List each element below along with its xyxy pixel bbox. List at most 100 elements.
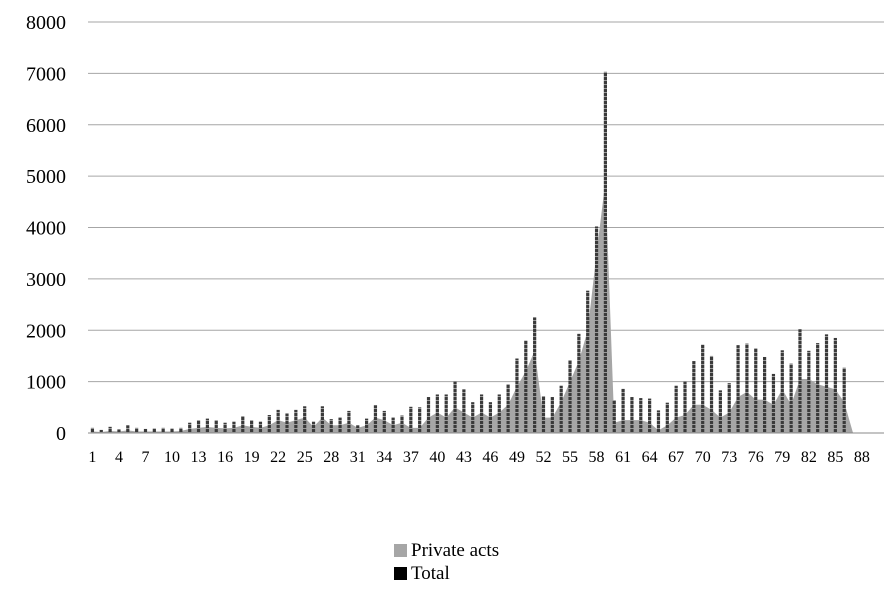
bar-total xyxy=(426,397,431,433)
x-tick-label: 34 xyxy=(376,449,392,466)
x-tick-label: 79 xyxy=(774,449,790,466)
x-tick-label: 22 xyxy=(270,449,286,466)
y-tick-label: 8000 xyxy=(26,12,66,34)
bar-series-layer xyxy=(90,71,846,434)
bar-total xyxy=(718,390,722,433)
bar-total xyxy=(117,429,121,433)
legend-item-total: Total xyxy=(394,562,499,585)
gridlines xyxy=(88,21,884,383)
bar-total xyxy=(692,361,696,433)
x-tick-label: 4 xyxy=(115,449,123,466)
bar-total xyxy=(108,426,112,433)
bar-total xyxy=(250,420,254,433)
x-tick-label: 19 xyxy=(244,449,260,466)
x-tick-label: 37 xyxy=(403,449,419,466)
bar-total xyxy=(338,417,342,433)
bar-total xyxy=(90,427,95,433)
y-tick-label: 3000 xyxy=(26,269,66,291)
x-tick-label: 73 xyxy=(721,449,737,466)
y-tick-label: 6000 xyxy=(26,115,66,137)
x-tick-label: 85 xyxy=(827,449,843,466)
bar-total xyxy=(603,71,607,434)
bar-total xyxy=(674,385,678,433)
bar-total xyxy=(515,358,519,433)
bar-total xyxy=(612,400,616,433)
x-tick-label: 88 xyxy=(854,449,870,466)
bar-total xyxy=(807,350,811,433)
bar-total xyxy=(347,410,351,433)
y-tick-label: 0 xyxy=(56,423,66,445)
bar-total xyxy=(621,388,625,433)
bar-total xyxy=(559,385,563,433)
bar-total xyxy=(409,406,413,433)
bar-total xyxy=(754,348,758,433)
bar-total xyxy=(382,410,386,433)
x-tick-label: 61 xyxy=(615,449,631,466)
bar-total xyxy=(188,422,192,433)
bar-total xyxy=(258,421,263,433)
y-tick-label: 4000 xyxy=(26,218,66,240)
bar-total xyxy=(214,420,218,433)
bar-total xyxy=(453,381,457,433)
bar-total xyxy=(479,394,484,433)
bar-total xyxy=(143,428,148,433)
axis-layer: 0 1000 2000 3000 4000 5000 6000 7000 8000 1 4 7 10 13… xyxy=(26,12,884,466)
x-tick-label: 46 xyxy=(482,449,498,466)
bar-total xyxy=(727,383,731,433)
x-tick-label: 7 xyxy=(141,449,149,466)
bar-total xyxy=(683,381,687,433)
bar-total xyxy=(577,333,581,433)
x-tick-label: 1 xyxy=(88,449,96,466)
legend-item-private-acts: Private acts xyxy=(394,539,499,562)
bar-total xyxy=(780,350,784,433)
x-tick-label: 28 xyxy=(323,449,339,466)
x-tick-label: 58 xyxy=(589,449,605,466)
bar-total xyxy=(506,384,510,433)
bar-total xyxy=(311,421,316,433)
y-tick-label: 7000 xyxy=(26,63,66,85)
bar-total xyxy=(241,416,245,433)
bar-total xyxy=(294,409,298,433)
x-tick-label: 13 xyxy=(191,449,207,466)
y-tick-label: 5000 xyxy=(26,166,66,188)
bar-total xyxy=(648,398,652,433)
bar-total xyxy=(842,367,846,433)
x-tick-label: 16 xyxy=(217,449,233,466)
bar-total xyxy=(285,413,289,433)
x-tick-label: 52 xyxy=(535,449,551,466)
bar-total xyxy=(824,334,829,433)
bar-total xyxy=(656,410,661,433)
area-series-private-acts xyxy=(92,181,880,433)
bar-total xyxy=(789,363,793,433)
bar-total xyxy=(170,428,174,433)
bar-total xyxy=(444,394,448,433)
bar-total xyxy=(135,427,139,433)
bar-total xyxy=(303,406,307,433)
bar-total xyxy=(471,402,475,433)
bar-total xyxy=(462,389,466,433)
bar-total xyxy=(665,402,669,433)
bar-total xyxy=(771,373,776,433)
x-tick-label: 55 xyxy=(562,449,578,466)
bar-total xyxy=(320,406,324,433)
bar-total xyxy=(586,290,590,433)
bar-total xyxy=(435,394,439,433)
legend-label-total: Total xyxy=(411,563,450,584)
bar-total xyxy=(798,329,802,433)
bar-total xyxy=(391,417,395,433)
bar-total xyxy=(205,418,209,433)
bar-total xyxy=(816,343,820,433)
bar-total xyxy=(630,397,634,433)
bar-total xyxy=(763,356,767,433)
legend-label-private-acts: Private acts xyxy=(411,540,500,561)
bar-total xyxy=(497,394,501,433)
bar-total xyxy=(126,425,130,433)
bar-total xyxy=(161,427,165,433)
bar-total xyxy=(701,344,705,433)
bar-total xyxy=(524,340,528,433)
x-tick-label: 70 xyxy=(695,449,711,466)
legend-swatch-total xyxy=(394,567,407,580)
x-tick-label: 25 xyxy=(297,449,313,466)
legend: Private acts Total xyxy=(394,539,499,585)
